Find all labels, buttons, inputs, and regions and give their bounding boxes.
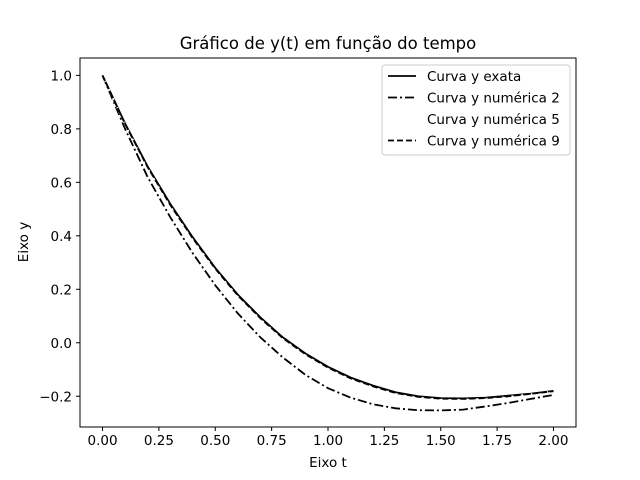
series-line-3: [101, 75, 554, 401]
legend: Curva y exata Curva y numérica 2 Curva y n…: [381, 64, 571, 156]
x-tick-label: 1.25: [369, 433, 399, 449]
legend-label-2: Curva y numérica 2: [427, 91, 560, 107]
x-tick-label: 1.00: [313, 433, 343, 449]
plot-frame: [79, 57, 577, 428]
y-tick-label: 0.2: [51, 282, 72, 298]
x-tick-label: 0.00: [88, 433, 118, 449]
chart-title: Gráfico de y(t) em função do tempo: [180, 34, 477, 53]
x-tick-label: 0.25: [144, 433, 174, 449]
y-tick-label: 0.0: [51, 336, 72, 352]
x-tick-label: 1.75: [482, 433, 512, 449]
ticks-layer: 0.00 0.25 0.50 0.75 1.00 1.25 1.50 1.75 2.00 −0.2…: [39, 68, 568, 449]
x-axis-label: Eixo t: [309, 455, 347, 471]
legend-label-3: Curva y numérica 5: [427, 112, 560, 128]
y-tick-label: 0.4: [51, 229, 72, 245]
x-tick-label: 0.75: [257, 433, 287, 449]
legend-box: [381, 64, 571, 156]
x-tick-label: 0.50: [200, 433, 230, 449]
y-tick-label: −0.2: [39, 389, 72, 405]
y-tick-label: 0.8: [51, 122, 72, 138]
series-line-2: [101, 75, 554, 412]
y-tick-label: 1.0: [51, 68, 72, 84]
legend-items: Curva y exata Curva y numérica 2 Curva y n…: [388, 69, 560, 150]
legend-label-1: Curva y exata: [427, 69, 521, 85]
x-tick-label: 1.50: [426, 433, 456, 449]
x-tick-label: 2.00: [538, 433, 568, 449]
series-layer: [101, 75, 554, 412]
y-tick-label: 0.6: [51, 175, 72, 191]
legend-label-4: Curva y numérica 9: [427, 134, 560, 150]
y-axis-label: Eixo y: [16, 222, 32, 262]
